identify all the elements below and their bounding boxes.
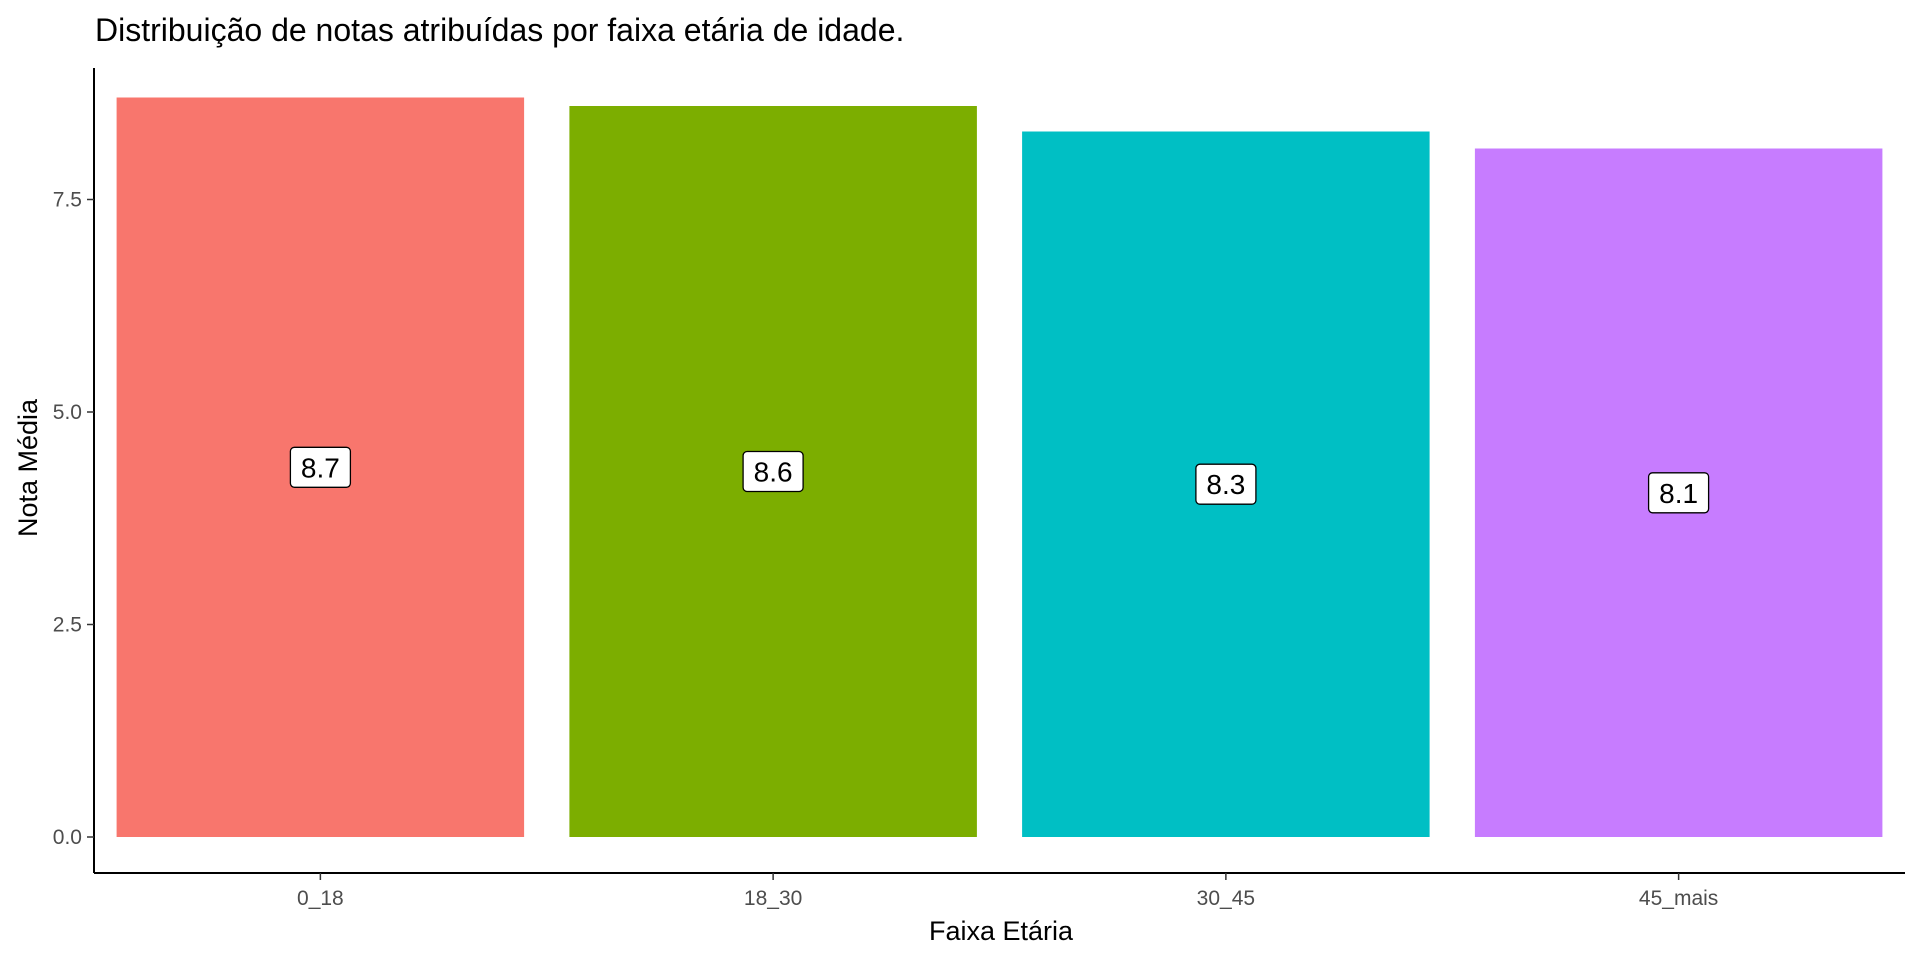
data-label-0_18: 8.7 [289,446,352,488]
data-labels-group: 8.7 8.6 8.3 8.1 [289,446,1710,514]
y-tick-label: 5.0 [53,401,82,424]
data-label-text: 8.6 [754,457,793,488]
bars-group [116,97,1883,837]
data-label-box [1647,472,1710,514]
x-tick-label: 45_mais [1639,887,1718,910]
y-axis-title: Nota Média [13,398,43,537]
x-axis-title: Faixa Etária [929,916,1074,946]
data-label-18_30: 8.6 [742,450,804,493]
data-label-text: 8.3 [1206,469,1245,500]
data-label-text: 8.7 [301,452,340,483]
x-tick-label: 0_18 [297,887,344,910]
data-label-30_45: 8.3 [1195,463,1257,505]
data-label-45_mais: 8.1 [1647,472,1710,514]
y-axis: 0.0 2.5 5.0 7.5 [53,68,95,873]
data-label-text: 8.1 [1659,478,1698,509]
y-tick-label: 0.0 [53,826,82,849]
data-label-box [289,446,352,488]
x-tick-label: 30_45 [1197,887,1255,910]
y-tick-label: 7.5 [53,189,82,212]
y-tick-label: 2.5 [53,614,82,637]
data-label-box [742,450,804,493]
data-label-box [1195,463,1257,505]
x-axis: 0_18 18_30 30_45 45_mais [94,872,1905,910]
chart-title: Distribuição de notas atribuídas por fai… [95,12,904,48]
x-tick-label: 18_30 [744,887,802,910]
